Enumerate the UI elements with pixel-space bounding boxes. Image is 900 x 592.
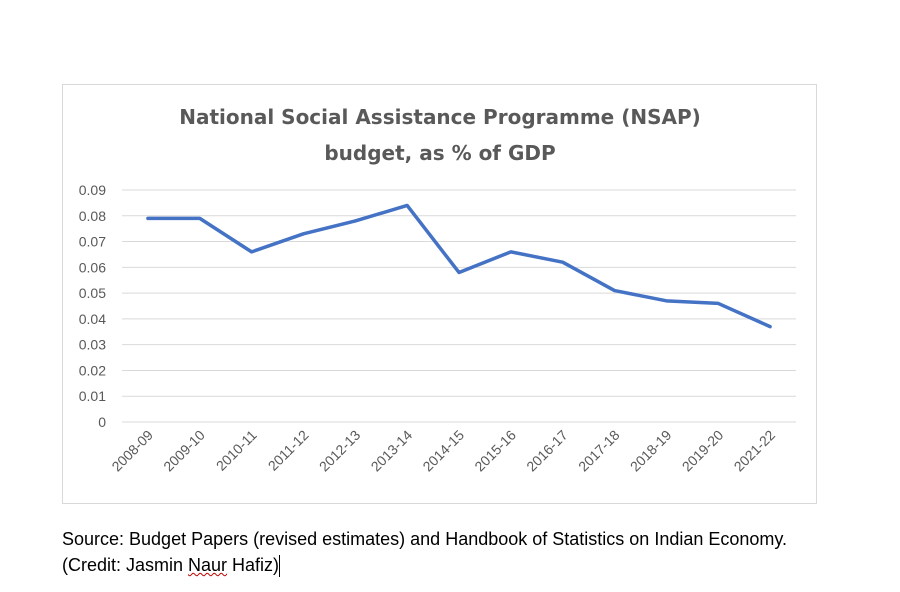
- x-tick-label: 2016-17: [523, 427, 571, 475]
- y-tick-label: 0.05: [79, 285, 106, 301]
- credit-line: (Credit: Jasmin Naur Hafiz): [62, 552, 787, 578]
- x-tick-label: 2008-09: [108, 427, 156, 475]
- x-tick-label: 2012-13: [316, 427, 364, 475]
- x-tick-label: 2017-18: [575, 427, 623, 475]
- x-tick-label: 2013-14: [368, 427, 416, 475]
- y-tick-label: 0.06: [79, 259, 106, 275]
- credit-prefix: (Credit: Jasmin: [62, 555, 189, 575]
- y-tick-label: 0.07: [79, 234, 106, 250]
- y-tick-label: 0.01: [79, 388, 106, 404]
- y-tick-label: 0.03: [79, 337, 106, 353]
- y-tick-label: 0.08: [79, 208, 106, 224]
- y-tick-label: 0.09: [79, 182, 106, 198]
- line-chart: National Social Assistance Programme (NS…: [79, 105, 796, 475]
- y-tick-label: 0: [98, 414, 106, 430]
- chart-title-line-1: National Social Assistance Programme (NS…: [179, 105, 701, 129]
- credit-suffix: Hafiz): [227, 555, 280, 575]
- x-tick-label: 2011-12: [265, 427, 312, 474]
- series-line: [146, 203, 772, 329]
- x-tick-label: 2015-16: [471, 427, 519, 475]
- credit-name-misspelled: Naur: [188, 555, 228, 575]
- x-tick-label: 2014-15: [419, 427, 467, 475]
- source-line: Source: Budget Papers (revised estimates…: [62, 529, 788, 549]
- x-tick-label: 2021-22: [731, 427, 779, 475]
- x-tick-label: 2019-20: [679, 427, 727, 475]
- y-tick-label: 0.02: [79, 362, 106, 378]
- chart-title-line-2: budget, as % of GDP: [324, 141, 555, 165]
- x-tick-label: 2018-19: [627, 427, 675, 475]
- x-tick-label: 2009-10: [160, 427, 208, 475]
- text-cursor: [279, 555, 281, 578]
- source-caption: Source: Budget Papers (revised estimates…: [62, 526, 787, 578]
- y-tick-label: 0.04: [79, 311, 106, 327]
- chart-frame: [62, 84, 817, 504]
- x-tick-label: 2010-11: [213, 427, 260, 474]
